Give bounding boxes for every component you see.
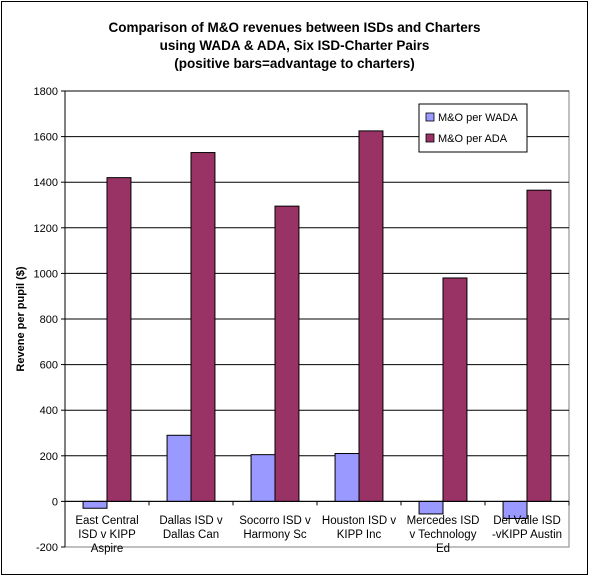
- y-tick-label: 1200: [34, 223, 58, 235]
- category-label: KIPP Inc: [337, 529, 382, 541]
- bar-ada-5: [526, 189, 552, 502]
- y-tick-label: 1000: [34, 268, 58, 280]
- y-tick-label: 1400: [34, 177, 58, 189]
- category-label: -vKIPP Austin: [492, 529, 562, 541]
- category-label: Dallas ISD v: [159, 515, 223, 527]
- bar-wada-3: [334, 453, 360, 502]
- title-line-2: using WADA & ADA, Six ISD-Charter Pairs: [160, 38, 430, 53]
- bar-wada-2: [250, 454, 276, 502]
- legend-swatch-ada: [425, 133, 435, 143]
- category-label: v Technology: [410, 529, 477, 541]
- category-label: Harmony Sc: [243, 529, 307, 541]
- y-tick-label: 200: [40, 451, 58, 463]
- chart-title: Comparison of M&O revenues between ISDs …: [108, 20, 480, 71]
- title-line-1: Comparison of M&O revenues between ISDs …: [108, 20, 480, 35]
- y-tick-label: -200: [36, 542, 58, 554]
- plot-area: -200 0 200 400 600 800 1000 1200 1400 1600 1800 Ea…: [34, 86, 570, 555]
- category-label: Del Valle ISD: [493, 515, 561, 527]
- category-labels: East Central ISD v KIPP Aspire Dallas ISD v…: [75, 515, 562, 555]
- bar-wada-4: [418, 500, 444, 515]
- y-tick-label: 0: [52, 496, 58, 508]
- y-tick-label: 1600: [34, 132, 58, 144]
- bar-ada-2: [274, 205, 300, 502]
- category-label: Aspire: [91, 543, 124, 555]
- bar-wada-0: [82, 500, 108, 509]
- category-label: Socorro ISD v: [239, 515, 311, 527]
- legend-label-wada: M&O per WADA: [438, 112, 518, 124]
- legend: M&O per WADA M&O per ADA: [418, 103, 528, 153]
- category-label: Dallas Can: [163, 529, 219, 541]
- y-tick-label: 400: [40, 405, 58, 417]
- bar-ada-0: [106, 177, 132, 502]
- legend-label-ada: M&O per ADA: [438, 133, 508, 145]
- bars: [82, 130, 552, 519]
- title-line-3: (positive bars=advantage to charters): [174, 56, 414, 71]
- category-label: Houston ISD v: [322, 515, 396, 527]
- category-label: East Central: [75, 515, 138, 527]
- category-label: ISD v KIPP: [78, 529, 136, 541]
- y-tick-label: 1800: [34, 86, 58, 98]
- legend-swatch-wada: [425, 112, 435, 122]
- y-tick-label: 800: [40, 314, 58, 326]
- category-label: Mercedes ISD: [407, 515, 480, 527]
- bar-ada-1: [190, 152, 216, 502]
- y-tick-label: 600: [40, 360, 58, 372]
- y-tick-labels: -200 0 200 400 600 800 1000 1200 1400 1600 1800: [34, 86, 58, 554]
- legend-box: [418, 103, 528, 153]
- bar-wada-1: [166, 434, 192, 502]
- y-axis-title: Revene per pupil ($): [15, 266, 27, 371]
- axes: [61, 90, 570, 548]
- bar-ada-4: [442, 277, 468, 502]
- bar-ada-3: [358, 130, 384, 502]
- category-label: Ed: [436, 543, 450, 555]
